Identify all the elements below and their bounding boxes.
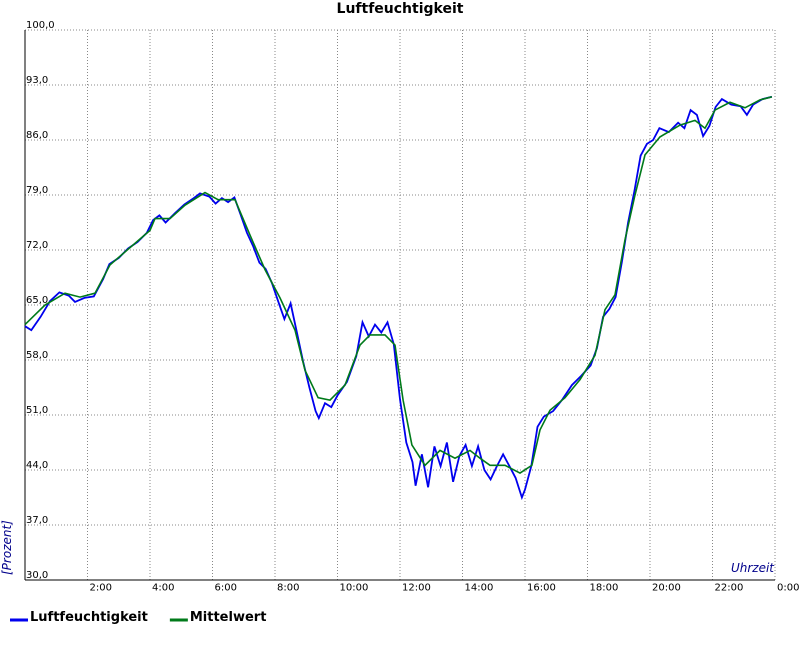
- legend-label: Luftfeuchtigkeit: [30, 610, 148, 625]
- chart-title: Luftfeuchtigkeit: [337, 1, 464, 17]
- y-tick-label: 30,0: [26, 570, 48, 581]
- data-line: [24, 95, 773, 501]
- data-line: [24, 96, 773, 475]
- y-tick-label: 79,0: [26, 185, 48, 196]
- y-tick-label: 72,0: [26, 240, 48, 251]
- x-tick-label: 16:00: [527, 582, 556, 593]
- y-tick-label: 86,0: [26, 130, 48, 141]
- x-tick-label: 22:00: [715, 582, 744, 593]
- x-tick-label: 4:00: [152, 582, 174, 593]
- y-tick-label: 93,0: [26, 75, 48, 86]
- x-tick-label: 12:00: [402, 582, 431, 593]
- x-tick-label: 8:00: [277, 582, 299, 593]
- x-tick-label: 20:00: [652, 582, 681, 593]
- legend-label: Mittelwert: [190, 610, 267, 625]
- x-tick-label: 0:00: [777, 582, 799, 593]
- x-tick-label: 6:00: [215, 582, 237, 593]
- x-tick-label: 10:00: [340, 582, 369, 593]
- y-tick-label: 58,0: [26, 350, 48, 361]
- y-tick-label: 51,0: [26, 405, 48, 416]
- y-tick-label: 37,0: [26, 515, 48, 526]
- x-tick-label: 14:00: [465, 582, 494, 593]
- x-axis-label: Uhrzeit: [731, 561, 775, 575]
- y-tick-label: 65,0: [26, 295, 48, 306]
- y-tick-label: 100,0: [26, 20, 55, 31]
- y-tick-label: 44,0: [26, 460, 48, 471]
- x-tick-label: 2:00: [90, 582, 112, 593]
- x-tick-label: 18:00: [590, 582, 619, 593]
- y-axis-label: [Prozent]: [0, 520, 14, 575]
